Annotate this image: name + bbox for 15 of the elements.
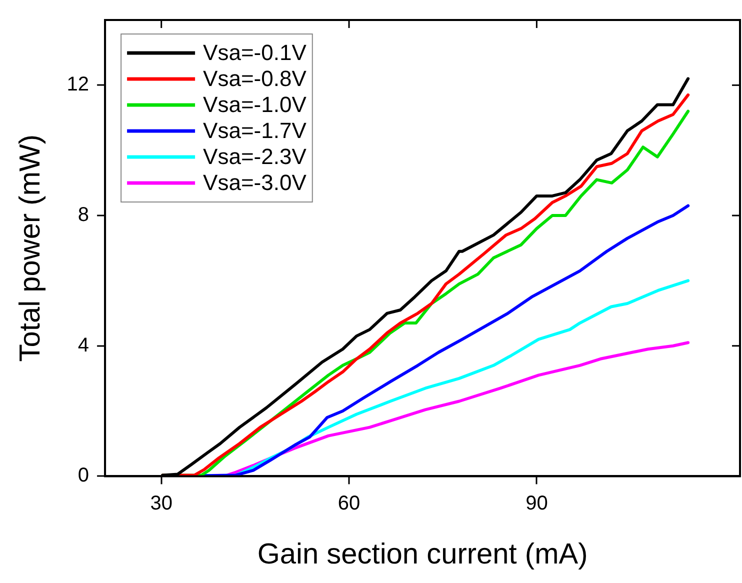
y-tick-label: 8	[78, 204, 90, 226]
x-tick-label: 60	[338, 492, 360, 515]
y-axis-title: Total power (mW)	[14, 134, 46, 362]
legend-label: Vsa=-1.7V	[203, 118, 307, 144]
legend-label: Vsa=-0.1V	[203, 40, 307, 66]
legend-label: Vsa=-3.0V	[203, 170, 307, 196]
legend-label: Vsa=-1.0V	[203, 92, 307, 118]
y-tick-label: 0	[78, 464, 90, 487]
y-tick-label: 12	[66, 74, 90, 96]
y-tick-label: 4	[78, 334, 90, 356]
x-tick-label: 90	[526, 492, 548, 515]
legend-label: Vsa=-2.3V	[203, 144, 307, 170]
legend-label: Vsa=-0.8V	[203, 66, 307, 92]
x-tick-label: 30	[150, 492, 172, 515]
x-axis-title: Gain section current (mA)	[257, 538, 588, 571]
